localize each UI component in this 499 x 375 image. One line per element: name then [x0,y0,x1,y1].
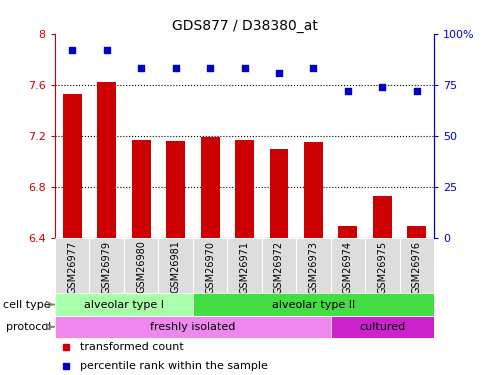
Text: GSM26972: GSM26972 [274,240,284,294]
Text: alveolar type I: alveolar type I [84,300,164,309]
Bar [166,141,185,238]
FancyBboxPatch shape [55,293,193,316]
Point [309,65,317,71]
FancyBboxPatch shape [89,238,124,293]
Text: GSM26981: GSM26981 [171,240,181,293]
Bar [235,140,254,238]
Point [137,65,145,71]
FancyBboxPatch shape [296,238,331,293]
Bar [63,94,82,238]
FancyBboxPatch shape [400,238,434,293]
Point [241,65,249,71]
FancyBboxPatch shape [193,238,227,293]
Text: percentile rank within the sample: percentile rank within the sample [79,361,267,371]
Text: transformed count: transformed count [79,342,183,352]
Text: protocol: protocol [6,322,51,332]
Text: GSM26974: GSM26974 [343,240,353,294]
Point [275,69,283,75]
Text: freshly isolated: freshly isolated [150,322,236,332]
Text: GSM26975: GSM26975 [377,240,387,294]
Bar [338,226,357,238]
FancyBboxPatch shape [262,238,296,293]
FancyBboxPatch shape [55,316,331,338]
Text: GSM26973: GSM26973 [308,240,318,294]
Point [172,65,180,71]
Point [344,88,352,94]
Bar [201,137,220,238]
Point [378,84,386,90]
FancyBboxPatch shape [158,238,193,293]
Text: alveolar type II: alveolar type II [272,300,355,309]
Point [413,88,421,94]
Point [68,47,76,53]
Text: cultured: cultured [359,322,406,332]
Bar [304,142,323,238]
FancyBboxPatch shape [193,293,434,316]
Point [103,47,111,53]
Bar [269,148,288,238]
Text: GSM26977: GSM26977 [67,240,77,294]
FancyBboxPatch shape [227,238,262,293]
Text: GSM26979: GSM26979 [102,240,112,294]
Text: GSM26980: GSM26980 [136,240,146,293]
FancyBboxPatch shape [331,316,434,338]
Title: GDS877 / D38380_at: GDS877 / D38380_at [172,19,317,33]
FancyBboxPatch shape [331,238,365,293]
FancyBboxPatch shape [365,238,400,293]
FancyBboxPatch shape [55,238,89,293]
Text: GSM26970: GSM26970 [205,240,215,294]
Text: GSM26971: GSM26971 [240,240,250,294]
Text: GSM26976: GSM26976 [412,240,422,294]
Bar [373,196,392,238]
Text: cell type: cell type [3,300,51,309]
Bar [97,82,116,238]
FancyBboxPatch shape [124,238,158,293]
Bar [132,140,151,238]
Point [206,65,214,71]
Bar [407,226,426,238]
